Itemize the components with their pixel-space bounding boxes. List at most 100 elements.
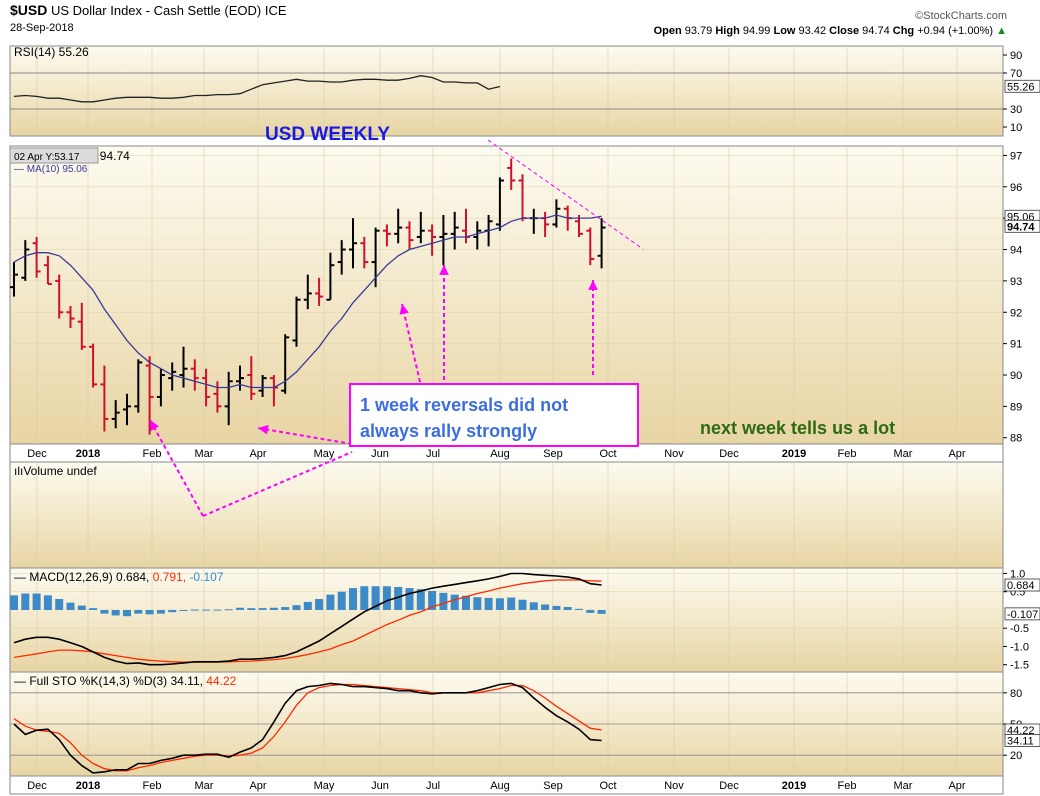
x-tick-label: Jul — [426, 448, 440, 460]
trendline — [487, 139, 644, 250]
macd-hist-bar — [303, 601, 312, 610]
arrow-to-march — [257, 427, 353, 445]
macd-hist-bar — [77, 605, 86, 610]
macd-hist-bar — [247, 608, 256, 610]
panel-rsi — [9, 45, 1004, 137]
ma10-line — [13, 214, 602, 389]
macd-hist-bar — [66, 602, 75, 610]
macd-hist-bar — [484, 597, 493, 610]
macd-hist-bar — [473, 597, 482, 610]
sto-legend-d: 44.22 — [206, 674, 236, 688]
sto-d-last-label: 44.22 — [1007, 725, 1035, 737]
macd-hist-bar — [349, 588, 357, 610]
price-y-tick-label: 91 — [1010, 339, 1022, 351]
macd-hist-bar — [597, 609, 606, 614]
macd-hist-bar — [179, 609, 188, 611]
macd-hist-bar — [507, 597, 516, 610]
x-tick-label: 2018 — [76, 448, 100, 460]
callout-line-2: always rally strongly — [360, 421, 537, 441]
macd-hist-bar — [89, 608, 98, 610]
macd-hist-bar — [145, 609, 154, 615]
macd-line — [13, 572, 602, 666]
x-tick-label: Nov — [664, 448, 684, 460]
x-tick-label: May — [314, 448, 335, 460]
macd-hist-bar — [156, 609, 165, 614]
macd-signal-line — [13, 579, 602, 663]
x-tick-label: Dec — [27, 448, 47, 460]
rsi-y-tick-label: 30 — [1010, 104, 1022, 116]
macd-hist-bar — [541, 604, 550, 610]
x-tick-label: Mar — [195, 448, 214, 460]
x-tick-label: Feb — [143, 780, 162, 792]
macd-hist-bar — [563, 607, 572, 610]
macd-hist-bar — [202, 609, 211, 611]
price-y-tick-label: 96 — [1010, 182, 1022, 194]
macd-hist-last-label: -0.107 — [1007, 609, 1038, 621]
macd-last-label-box — [1004, 578, 1040, 592]
macd-hist-bar — [292, 605, 301, 610]
x-tick-label: Dec — [27, 780, 47, 792]
symbol-title: $USD US Dollar Index - Cash Settle (EOD)… — [10, 2, 287, 18]
macd-hist-bar — [224, 609, 233, 611]
macd-hist-bar — [315, 599, 324, 610]
macd-hist-bar — [360, 586, 369, 610]
arrow-to-june — [401, 303, 421, 383]
macd-hist-bar — [168, 609, 177, 613]
quote-date: 28-Sep-2018 — [10, 22, 74, 34]
stockcharts-brand: ©StockCharts.com — [915, 10, 1007, 22]
sto-legend-k: 34.11, — [170, 674, 206, 688]
macd-y-tick-label: 1.0 — [1010, 568, 1025, 580]
macd-hist-bar — [134, 609, 143, 614]
x-tick-label: Jul — [426, 780, 440, 792]
sto-legend-label: — Full STO %K(14,3) %D(3) — [14, 674, 170, 688]
macd-hist-bar — [213, 609, 222, 611]
macd-hist-bar — [462, 595, 470, 610]
sto-k-last-label: 34.11 — [1007, 736, 1034, 748]
arrow-to-feb — [149, 419, 204, 517]
macd-hist-bar — [236, 607, 244, 610]
x-tick-label: Sep — [543, 780, 563, 792]
x-tick-label: Apr — [249, 780, 266, 792]
price-y-tick-label: 94 — [1010, 245, 1022, 257]
arrow-to-march-head — [258, 424, 269, 435]
macd-hist-bar — [371, 586, 380, 610]
rsi-y-tick-label: 70 — [1010, 68, 1022, 80]
macd-hist-bar — [394, 586, 403, 610]
x-tick-label: Mar — [195, 780, 214, 792]
sto-k-line — [13, 682, 602, 774]
macd-hist-bar — [495, 598, 504, 610]
macd-hist-bar — [326, 594, 335, 610]
sto-k-last-label-box — [1004, 734, 1040, 747]
note-text: next week tells us a lot — [700, 418, 895, 438]
macd-hist-bar — [258, 608, 267, 610]
x-tick-label: Jun — [371, 780, 389, 792]
sto-y-tick-label: 20 — [1010, 750, 1022, 762]
macd-hist-bar — [518, 599, 527, 610]
macd-y-tick-label: -0.5 — [1010, 623, 1029, 635]
rsi-last-label: 55.26 — [1007, 81, 1035, 93]
macd-hist-bar — [269, 607, 278, 610]
price-y-tick-label: 92 — [1010, 307, 1022, 319]
panel-vol — [9, 461, 1004, 569]
x-tick-label: Sep — [543, 448, 563, 460]
volume-legend: ılıVolume undef — [14, 464, 97, 478]
macd-hist-bar — [529, 602, 538, 610]
x-tick-label: Oct — [599, 448, 616, 460]
arrow-to-sept-head — [588, 280, 598, 290]
macd-hist-bar — [575, 608, 583, 610]
macd-hist-bar — [439, 592, 448, 610]
x-tick-label: Mar — [894, 780, 913, 792]
x-tick-label: Nov — [664, 780, 684, 792]
macd-legend-signal: 0.791, — [153, 570, 190, 584]
quote-summary: Open 93.79 High 94.99 Low 93.42 Close 94… — [653, 25, 1007, 37]
x-axis-strip-lower — [9, 775, 1004, 795]
rsi-line — [13, 75, 501, 103]
arrow-to-june-head — [399, 304, 409, 315]
macd-legend-label: — MACD(12,26,9) — [14, 570, 116, 584]
macd-hist-bar — [21, 593, 30, 610]
macd-hist-last-label-box — [1004, 607, 1040, 621]
x-tick-label: Mar — [894, 448, 913, 460]
macd-y-tick-label: -1.5 — [1010, 660, 1029, 672]
x-tick-label: 2019 — [782, 448, 806, 460]
x-tick-label: 2018 — [76, 780, 100, 792]
